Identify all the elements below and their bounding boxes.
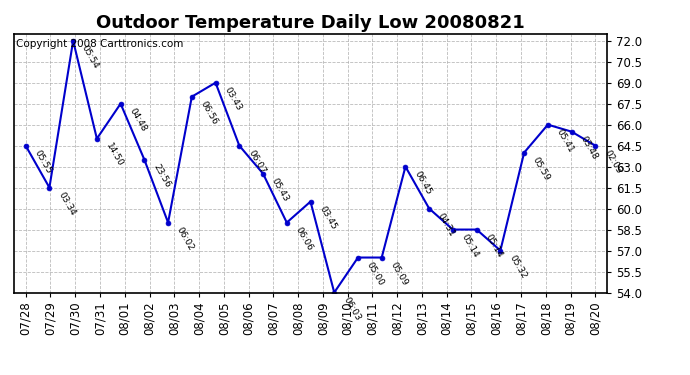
Text: 06:07: 06:07 — [246, 148, 267, 176]
Text: 05:14: 05:14 — [484, 232, 504, 259]
Text: 05:59: 05:59 — [531, 155, 552, 182]
Text: 05:55: 05:55 — [32, 148, 53, 176]
Text: 05:14: 05:14 — [460, 232, 480, 259]
Text: 04:31: 04:31 — [436, 211, 457, 238]
Text: 05:54: 05:54 — [80, 44, 101, 70]
Text: 03:45: 03:45 — [317, 204, 338, 231]
Text: 05:43: 05:43 — [270, 176, 290, 203]
Text: 23:56: 23:56 — [151, 162, 172, 189]
Text: 06:03: 06:03 — [341, 295, 362, 322]
Text: 03:43: 03:43 — [222, 86, 243, 112]
Text: 05:00: 05:00 — [365, 260, 386, 287]
Text: 03:34: 03:34 — [57, 190, 77, 217]
Text: 03:48: 03:48 — [578, 134, 599, 161]
Text: 05:32: 05:32 — [507, 254, 528, 280]
Text: 06:06: 06:06 — [294, 225, 315, 252]
Text: 14:50: 14:50 — [104, 141, 124, 168]
Text: 06:02: 06:02 — [175, 225, 196, 252]
Text: 06:56: 06:56 — [199, 99, 219, 126]
Text: 06:45: 06:45 — [413, 170, 433, 196]
Text: 02:03: 02:03 — [602, 148, 623, 175]
Text: 05:41: 05:41 — [555, 128, 575, 154]
Title: Outdoor Temperature Daily Low 20080821: Outdoor Temperature Daily Low 20080821 — [96, 14, 525, 32]
Text: 05:09: 05:09 — [388, 260, 409, 287]
Text: 04:48: 04:48 — [128, 106, 148, 133]
Text: Copyright 2008 Carttronics.com: Copyright 2008 Carttronics.com — [16, 39, 183, 49]
